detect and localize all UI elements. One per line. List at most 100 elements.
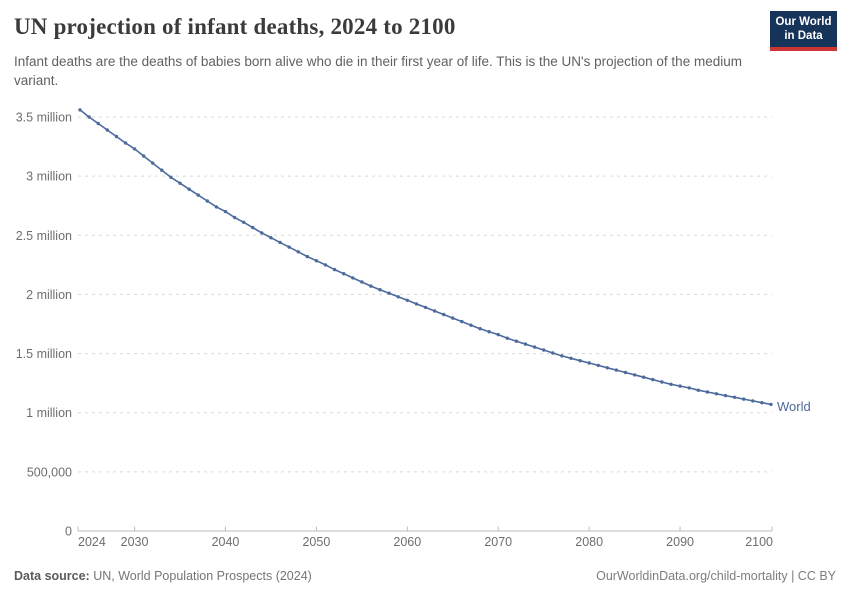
data-point	[505, 336, 509, 340]
footer-credit: OurWorldinData.org/child-mortality | CC …	[596, 569, 836, 583]
data-point	[223, 209, 228, 214]
y-tick-label: 2 million	[26, 288, 72, 302]
data-point	[523, 342, 528, 346]
data-point	[487, 330, 491, 334]
footer-license: | CC BY	[787, 569, 836, 583]
x-tick-label: 2060	[393, 535, 421, 549]
data-point	[442, 312, 446, 317]
data-point	[460, 319, 464, 324]
footer-url-link[interactable]: OurWorldinData.org/child-mortality	[596, 569, 788, 583]
data-point	[151, 161, 155, 165]
data-point	[251, 225, 255, 230]
data-point	[114, 134, 119, 139]
data-point	[123, 141, 128, 145]
data-point	[105, 128, 110, 132]
data-point	[196, 193, 200, 197]
data-point	[432, 309, 437, 313]
chart-footer: Data source: UN, World Population Prospe…	[14, 569, 836, 583]
x-tick-label: 2100	[745, 535, 773, 549]
owid-logo-line1: Our World	[775, 16, 832, 28]
y-tick-label: 0	[65, 525, 72, 539]
x-tick-label: 2050	[302, 535, 330, 549]
data-point	[287, 245, 291, 249]
data-source-value: UN, World Population Prospects (2024)	[89, 569, 312, 583]
data-point	[278, 240, 282, 245]
x-tick-label: 2090	[666, 535, 694, 549]
data-point	[542, 348, 546, 352]
y-tick-label: 3.5 million	[16, 111, 72, 125]
data-point	[78, 108, 82, 112]
data-point	[587, 361, 591, 365]
data-point	[532, 345, 537, 349]
data-point	[469, 323, 473, 327]
data-point	[723, 393, 728, 398]
data-point	[660, 380, 664, 384]
data-point	[141, 154, 146, 158]
data-point	[214, 205, 219, 209]
data-point	[632, 373, 637, 377]
x-tick-label: 2024	[78, 535, 106, 549]
data-point	[451, 316, 455, 320]
data-point	[578, 359, 582, 363]
data-line-world[interactable]	[79, 109, 772, 406]
data-point	[269, 236, 273, 240]
data-point	[769, 402, 773, 407]
data-point	[96, 121, 100, 126]
data-point	[242, 220, 246, 224]
data-point	[260, 231, 264, 235]
data-point	[387, 291, 391, 295]
data-point	[396, 295, 400, 299]
data-point	[478, 327, 482, 331]
chart-subtitle: Infant deaths are the deaths of babies b…	[14, 54, 742, 88]
data-point	[551, 351, 555, 355]
x-tick-label: 2030	[121, 535, 149, 549]
data-point	[132, 147, 137, 151]
data-point	[423, 305, 428, 310]
x-tick-label: 2040	[212, 535, 240, 549]
data-point	[160, 168, 164, 172]
data-point	[332, 267, 337, 272]
data-point	[378, 288, 382, 292]
page-title: UN projection of infant deaths, 2024 to …	[14, 14, 456, 39]
data-point	[369, 284, 373, 288]
data-point	[496, 332, 500, 337]
x-tick-label: 2070	[484, 535, 512, 549]
data-point	[714, 392, 719, 396]
data-point	[642, 375, 646, 379]
data-point	[569, 356, 573, 360]
data-point	[560, 354, 564, 358]
data-point	[514, 339, 519, 343]
data-source-label: Data source:	[14, 569, 90, 583]
y-tick-label: 500,000	[27, 465, 72, 479]
data-point	[305, 254, 309, 259]
owid-logo: Our World in Data	[770, 11, 837, 51]
data-point	[742, 397, 746, 401]
data-point	[87, 115, 91, 119]
data-point	[605, 366, 609, 370]
data-point	[187, 187, 191, 191]
series-label-world[interactable]: World	[777, 399, 811, 414]
data-point	[732, 395, 737, 399]
y-tick-label: 1.5 million	[16, 347, 72, 361]
x-tick-label: 2080	[575, 535, 603, 549]
data-point	[623, 370, 628, 375]
data-point	[596, 363, 600, 368]
data-point	[342, 272, 346, 276]
data-point	[705, 390, 710, 394]
data-point	[651, 377, 655, 382]
data-point	[232, 215, 237, 220]
data-point	[323, 263, 328, 267]
data-point	[360, 280, 364, 284]
data-point	[414, 302, 419, 306]
y-tick-label: 2.5 million	[16, 229, 72, 243]
data-point	[687, 386, 691, 390]
data-point	[614, 368, 619, 372]
data-point	[669, 382, 673, 386]
data-point	[314, 259, 319, 263]
data-point	[751, 399, 755, 403]
owid-logo-line2: in Data	[784, 29, 823, 42]
data-point	[760, 401, 764, 405]
data-source: Data source: UN, World Population Prospe…	[14, 569, 312, 583]
data-point	[296, 250, 300, 254]
